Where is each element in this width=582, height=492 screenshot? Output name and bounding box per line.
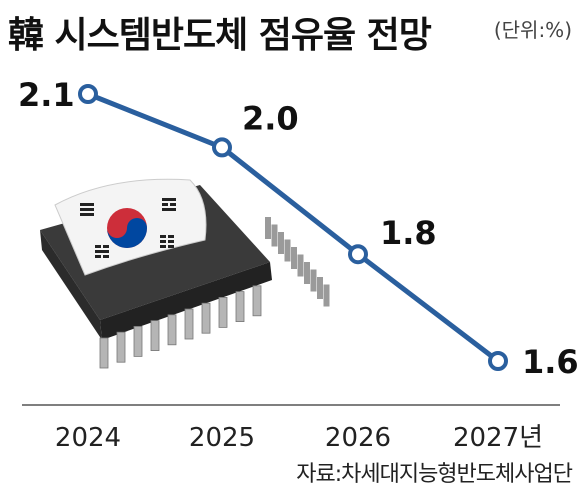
chip-pin: [265, 217, 271, 239]
chip-pin: [218, 296, 228, 328]
x-tick-label: 2025: [189, 423, 255, 453]
data-label: 1.6: [522, 343, 579, 381]
chip-pin: [317, 277, 323, 299]
chip-pin: [235, 291, 245, 323]
x-tick-label: 2024: [55, 423, 121, 453]
chip-pin: [252, 285, 262, 317]
chip-pin: [291, 247, 297, 269]
x-tick-label: 2027년: [453, 423, 543, 453]
chart-title: 韓 시스템반도체 점유율 전망: [8, 15, 432, 56]
chip-pin: [310, 269, 317, 292]
unit-label: (단위:%): [493, 18, 572, 42]
series-line: [87, 91, 500, 363]
data-point: [488, 351, 508, 371]
data-point: [212, 137, 232, 158]
chip-pin: [278, 232, 284, 254]
data-label: 1.8: [380, 214, 437, 252]
chip-pin: [167, 314, 177, 346]
chip-pin: [184, 308, 194, 340]
data-points: [78, 84, 508, 371]
x-tick-labels: 2024 2025 2026 2027년: [55, 423, 543, 453]
chip-pin: [116, 331, 126, 363]
x-tick-label: 2026: [325, 423, 391, 453]
chip-pin: [99, 337, 109, 369]
chip-illustration: [40, 178, 330, 369]
chip-pin: [297, 254, 304, 277]
chip-pin: [133, 325, 143, 357]
chip-pin: [150, 320, 160, 352]
chip-pin: [271, 224, 278, 247]
chip-pin: [323, 284, 330, 307]
chip-pin: [201, 302, 211, 334]
chip-pin: [284, 239, 291, 262]
korean-flag-icon: [54, 178, 207, 276]
data-point: [78, 84, 98, 104]
chip-pin: [304, 262, 310, 284]
data-label: 2.0: [242, 99, 299, 137]
data-label: 2.1: [18, 76, 75, 114]
source-note: 자료:차세대지능형반도체사업단: [296, 462, 573, 487]
data-point: [348, 244, 368, 265]
data-labels: 2.1 2.0 1.8 1.6: [18, 76, 579, 381]
